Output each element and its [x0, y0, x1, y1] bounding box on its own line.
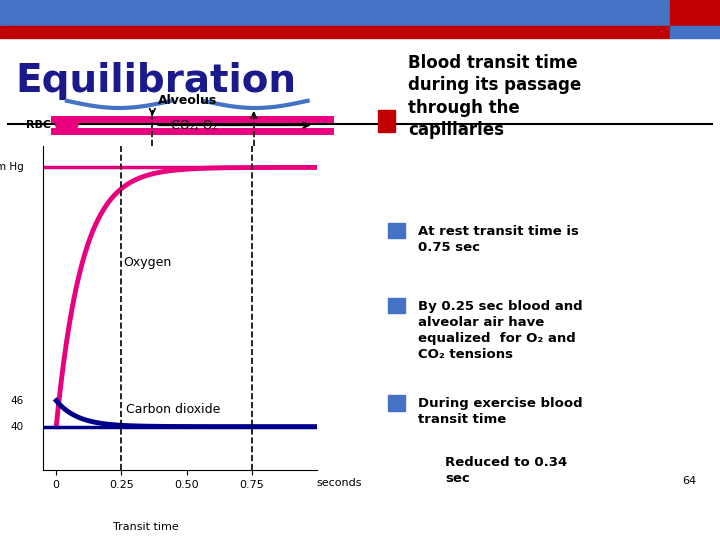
- Bar: [0, 26, 670, 38]
- Text: Equilibration: Equilibration: [16, 62, 297, 100]
- Text: At rest transit time is
0.75 sec: At rest transit time is 0.75 sec: [418, 225, 580, 254]
- Bar: [378, 110, 395, 132]
- Text: 40: 40: [11, 422, 24, 431]
- Text: Transit time: Transit time: [113, 522, 179, 532]
- Bar: [418, 457, 432, 470]
- Text: seconds: seconds: [317, 478, 362, 489]
- Text: Oxygen: Oxygen: [123, 256, 171, 269]
- Bar: [388, 222, 405, 238]
- Text: RBC: RBC: [26, 120, 51, 130]
- Text: Blood transit time
during its passage
through the
capillaries: Blood transit time during its passage th…: [408, 55, 582, 139]
- Bar: [0, 0, 670, 24]
- Text: 46: 46: [11, 396, 24, 406]
- Bar: [670, 26, 720, 38]
- Text: Reduced to 0.34
sec: Reduced to 0.34 sec: [446, 456, 567, 485]
- Bar: [388, 298, 405, 313]
- Circle shape: [55, 119, 78, 131]
- Text: Alveolus: Alveolus: [158, 94, 217, 107]
- Text: By 0.25 sec blood and
alveolar air have
equalized  for O₂ and
CO₂ tensions: By 0.25 sec blood and alveolar air have …: [418, 300, 583, 361]
- Text: 100 mm Hg: 100 mm Hg: [0, 163, 24, 172]
- Text: During exercise blood
transit time: During exercise blood transit time: [418, 397, 583, 427]
- Text: CO₂, O₂: CO₂, O₂: [171, 119, 218, 132]
- Bar: [670, 0, 720, 24]
- Text: Carbon dioxide: Carbon dioxide: [126, 403, 220, 416]
- Text: 64: 64: [682, 476, 696, 486]
- Bar: [388, 395, 405, 411]
